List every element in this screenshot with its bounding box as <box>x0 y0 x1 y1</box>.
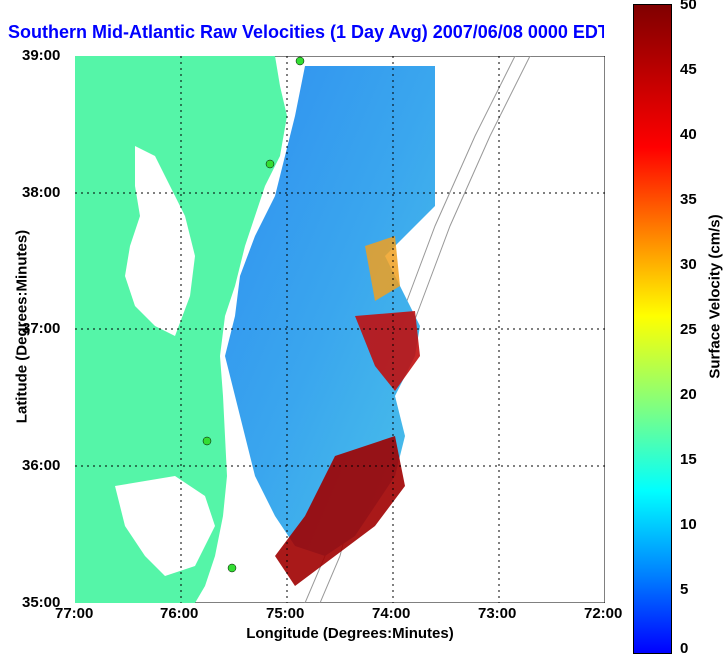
high-velocity-zone-1 <box>355 311 420 391</box>
x-tick-77: 77:00 <box>55 605 94 622</box>
colorbar-tick-15: 15 <box>680 451 697 468</box>
moderate-velocity-zone <box>365 236 400 301</box>
colorbar-label: Surface Velocity (cm/s) <box>706 214 724 379</box>
colorbar-tick-25: 25 <box>680 321 697 338</box>
y-tick-38: 38:00 <box>22 184 61 201</box>
x-tick-72: 72:00 <box>584 605 623 622</box>
velocity-field <box>225 66 435 556</box>
map-title: Southern Mid-Atlantic Raw Velocities (1 … <box>8 22 604 42</box>
colorbar-tick-40: 40 <box>680 126 697 143</box>
y-tick-35: 35:00 <box>22 594 61 611</box>
colorbar-tick-45: 45 <box>680 61 697 78</box>
y-tick-36: 36:00 <box>22 457 61 474</box>
x-tick-76: 76:00 <box>160 605 199 622</box>
map-plot <box>75 56 605 603</box>
y-tick-37: 37:00 <box>22 320 61 337</box>
x-tick-74: 74:00 <box>372 605 411 622</box>
x-axis-label: Longitude (Degrees:Minutes) <box>246 625 454 642</box>
colorbar-tick-10: 10 <box>680 516 697 533</box>
colorbar-tick-30: 30 <box>680 256 697 273</box>
grid-lines <box>75 56 605 603</box>
colorbar-tick-0: 0 <box>680 640 689 657</box>
land-mass <box>75 56 287 603</box>
colorbar <box>633 4 672 654</box>
pamlico-sound <box>115 476 215 576</box>
x-tick-75: 75:00 <box>266 605 305 622</box>
colorbar-tick-35: 35 <box>680 191 697 208</box>
colorbar-tick-5: 5 <box>680 581 689 598</box>
y-tick-39: 39:00 <box>22 47 61 64</box>
radar-sites <box>202 56 305 573</box>
high-velocity-zone-2 <box>275 436 405 586</box>
x-tick-73: 73:00 <box>478 605 517 622</box>
colorbar-tick-20: 20 <box>680 386 697 403</box>
colorbar-tick-50: 50 <box>680 0 697 13</box>
y-axis-label: Latitude (Degrees:Minutes) <box>13 229 31 424</box>
